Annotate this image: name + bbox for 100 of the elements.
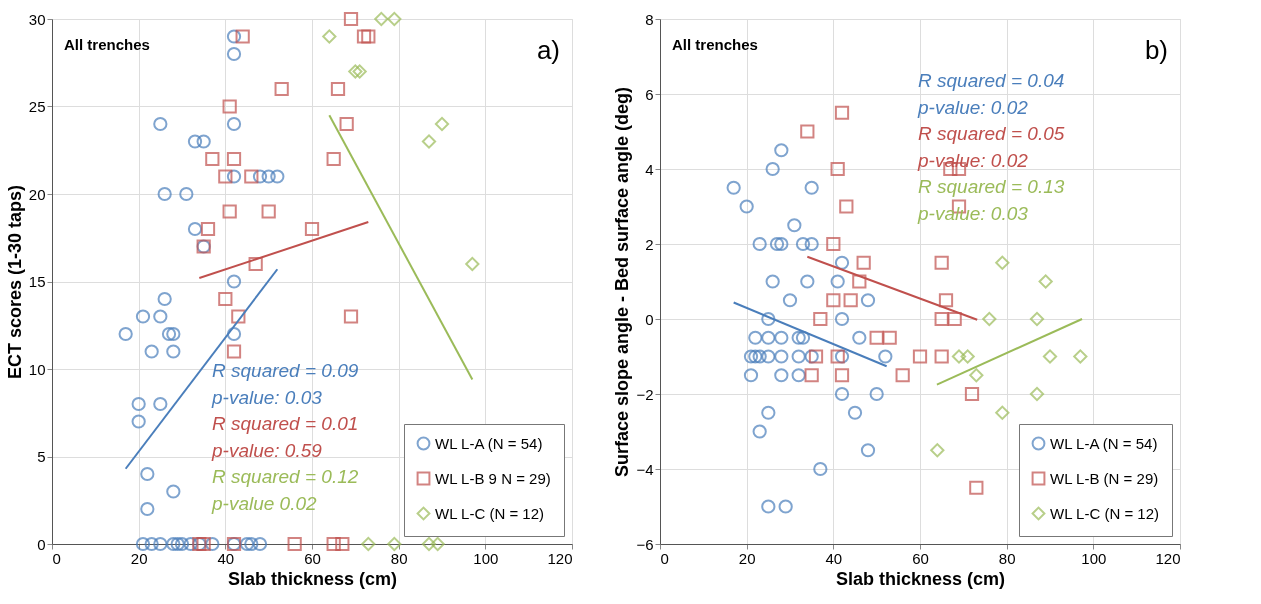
annotation: R squared = 0.05	[918, 123, 1065, 144]
y-tick-label: 4	[645, 160, 654, 178]
point	[421, 536, 437, 552]
point	[183, 536, 198, 552]
point	[118, 326, 133, 342]
point	[813, 311, 828, 327]
point	[761, 349, 776, 364]
point	[847, 405, 863, 420]
point	[834, 349, 850, 364]
point	[930, 443, 945, 458]
point	[174, 536, 190, 552]
point	[782, 293, 798, 308]
point	[205, 151, 220, 167]
annotation: R squared = 0.01	[212, 413, 359, 434]
legend-label: WL L-A (N = 54)	[435, 434, 543, 452]
point	[743, 349, 759, 364]
point	[226, 151, 242, 167]
point	[335, 536, 350, 552]
point	[144, 344, 159, 359]
point	[761, 499, 776, 514]
point	[326, 151, 341, 167]
x-tick-label: 80	[998, 549, 1016, 567]
point	[969, 480, 984, 495]
point	[179, 186, 194, 202]
point	[808, 349, 824, 364]
point	[343, 309, 359, 324]
point	[856, 255, 871, 270]
point	[995, 405, 1010, 420]
annotation: p-value 0.02	[211, 492, 318, 514]
point	[166, 536, 181, 552]
point	[270, 169, 285, 184]
point	[852, 274, 867, 289]
point	[1073, 349, 1088, 364]
annotation: R squared = 0.09	[212, 360, 359, 381]
annotation: a)	[536, 35, 560, 65]
point	[235, 29, 250, 44]
point	[938, 293, 954, 308]
y-tick-label: 0	[37, 535, 46, 553]
point	[140, 501, 155, 517]
point	[852, 330, 867, 345]
point	[813, 461, 828, 477]
point	[287, 536, 302, 552]
point	[761, 405, 776, 420]
point	[135, 536, 151, 552]
point	[222, 99, 237, 114]
point	[804, 180, 819, 195]
point	[421, 134, 437, 149]
point	[187, 134, 203, 149]
point	[769, 236, 785, 252]
point	[791, 368, 806, 383]
y-tick-label: 30	[28, 10, 46, 28]
point	[222, 204, 237, 219]
point	[748, 349, 763, 364]
point	[1042, 349, 1058, 364]
point	[969, 368, 984, 383]
y-axis-title: Surface slope angle - Bed surface angle (deg)	[612, 86, 633, 478]
annotation: R squared = 0.12	[212, 466, 359, 487]
point	[804, 349, 819, 364]
point	[882, 330, 897, 345]
point	[960, 349, 975, 364]
point	[830, 349, 845, 364]
point	[361, 536, 376, 552]
x-tick-label: 0	[660, 549, 669, 567]
point	[166, 484, 181, 499]
point	[964, 386, 980, 402]
y-tick-label: −6	[636, 535, 654, 553]
point	[951, 349, 967, 364]
point	[226, 274, 242, 289]
x-tick-label: 80	[390, 549, 408, 567]
point	[1029, 386, 1045, 402]
point	[826, 236, 841, 252]
point	[752, 349, 767, 364]
annotation: All trenches	[64, 36, 150, 53]
point	[465, 256, 480, 272]
point	[860, 443, 876, 458]
x-tick-label: 60	[912, 549, 929, 567]
point	[326, 536, 341, 552]
point	[356, 29, 372, 44]
point	[205, 536, 220, 552]
point	[261, 204, 276, 219]
point	[778, 499, 793, 514]
point	[434, 116, 450, 132]
point	[1038, 274, 1053, 289]
legend-label: WL L-B (N = 29)	[1050, 469, 1159, 487]
point	[834, 255, 850, 270]
point	[144, 536, 159, 552]
y-tick-label: 15	[28, 273, 46, 290]
annotation: R squared = 0.04	[918, 70, 1065, 91]
point	[131, 414, 146, 429]
annotation: p-value: 0.03	[917, 202, 1029, 224]
legend-label: WL L-B 9 N = 29)	[435, 469, 551, 487]
y-axis-title: ECT scores (1-30 taps)	[4, 184, 25, 380]
point	[153, 536, 168, 552]
x-axis-title: Slab thickness (cm)	[227, 568, 398, 589]
point	[947, 311, 962, 327]
point	[804, 236, 819, 252]
point	[795, 236, 811, 252]
annotation: p-value: 0.59	[211, 439, 323, 461]
x-tick-label: 20	[738, 549, 756, 567]
x-tick-label: 40	[825, 549, 843, 567]
